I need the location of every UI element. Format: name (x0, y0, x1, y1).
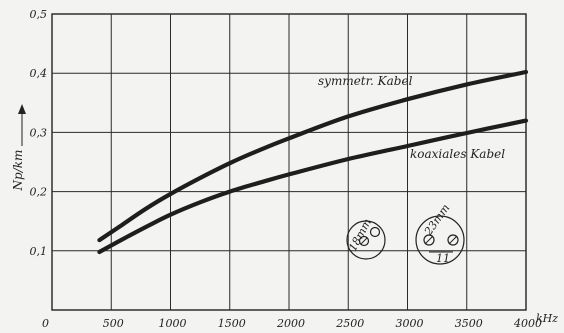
koaxiales-kabel-point (199, 201, 201, 204)
koaxiales-kabel-point (169, 213, 172, 216)
y-tick-label: 0,5 (30, 8, 48, 21)
koaxiales-kabel-point (347, 158, 350, 160)
symmetr-kabel-point (146, 207, 148, 209)
y-tick-label: 0,2 (30, 186, 48, 199)
x-tick-label: 3000 (396, 317, 424, 330)
y-axis-label: Np/km (11, 150, 25, 192)
koaxiales-kabel-point (525, 119, 527, 122)
symmetr-kabel-point (258, 149, 261, 151)
coax-cable-cross-section: 23mm 11 (415, 202, 465, 265)
x-tick-label: 500 (103, 317, 124, 330)
x-tick-label: 1500 (218, 317, 246, 330)
y-tick-label: 0,4 (30, 67, 48, 80)
series-label-symmetr: symmetr. Kabel (318, 74, 413, 88)
symmetr-kabel-point (169, 193, 172, 195)
coax-spacing-label: 11 (436, 252, 450, 265)
sym-diameter-label: 18mm (346, 217, 374, 254)
symmetr-kabel-point (98, 239, 101, 241)
koaxiales-kabel-point (98, 251, 101, 253)
symmetr-kabel-point (466, 83, 468, 86)
symmetr-kabel-point (229, 162, 231, 164)
x-axis-unit-label: kHz (536, 312, 558, 325)
x-tick-label: 2500 (335, 317, 364, 330)
x-tick-label: 1000 (159, 317, 187, 330)
koaxiales-kabel-line (97, 118, 529, 255)
symmetr-kabel-point (347, 115, 350, 118)
koaxiales-kabel-point (466, 132, 468, 134)
series-label-koaxiales: koaxiales Kabel (410, 147, 505, 161)
koaxiales-kabel-point (229, 190, 231, 193)
y-tick-label: 0,3 (30, 126, 48, 139)
symmetr-kabel-line (97, 69, 529, 243)
symmetr-kabel-point (525, 71, 527, 73)
x-tick-label: 3500 (455, 317, 483, 330)
sym-cable-cross-section: 18mm (346, 217, 386, 260)
x-tick-label: 2000 (276, 317, 305, 330)
koaxiales-kabel-point (122, 238, 124, 240)
symmetr-kabel-point (288, 137, 290, 140)
koaxiales-kabel-point (258, 181, 261, 184)
symmetr-kabel-point (122, 223, 124, 225)
y-axis-arrowhead (18, 104, 26, 114)
x-tick-label: 4000 (513, 317, 542, 330)
koaxiales-kabel-point (406, 145, 409, 147)
koaxiales-kabel-point (146, 225, 148, 228)
koaxiales-kabel-point (288, 173, 290, 176)
x-tick-label: 0 (42, 317, 49, 330)
y-tick-label: 0,1 (30, 245, 48, 258)
symmetr-kabel-point (406, 98, 409, 100)
symmetr-kabel-point (199, 177, 201, 179)
